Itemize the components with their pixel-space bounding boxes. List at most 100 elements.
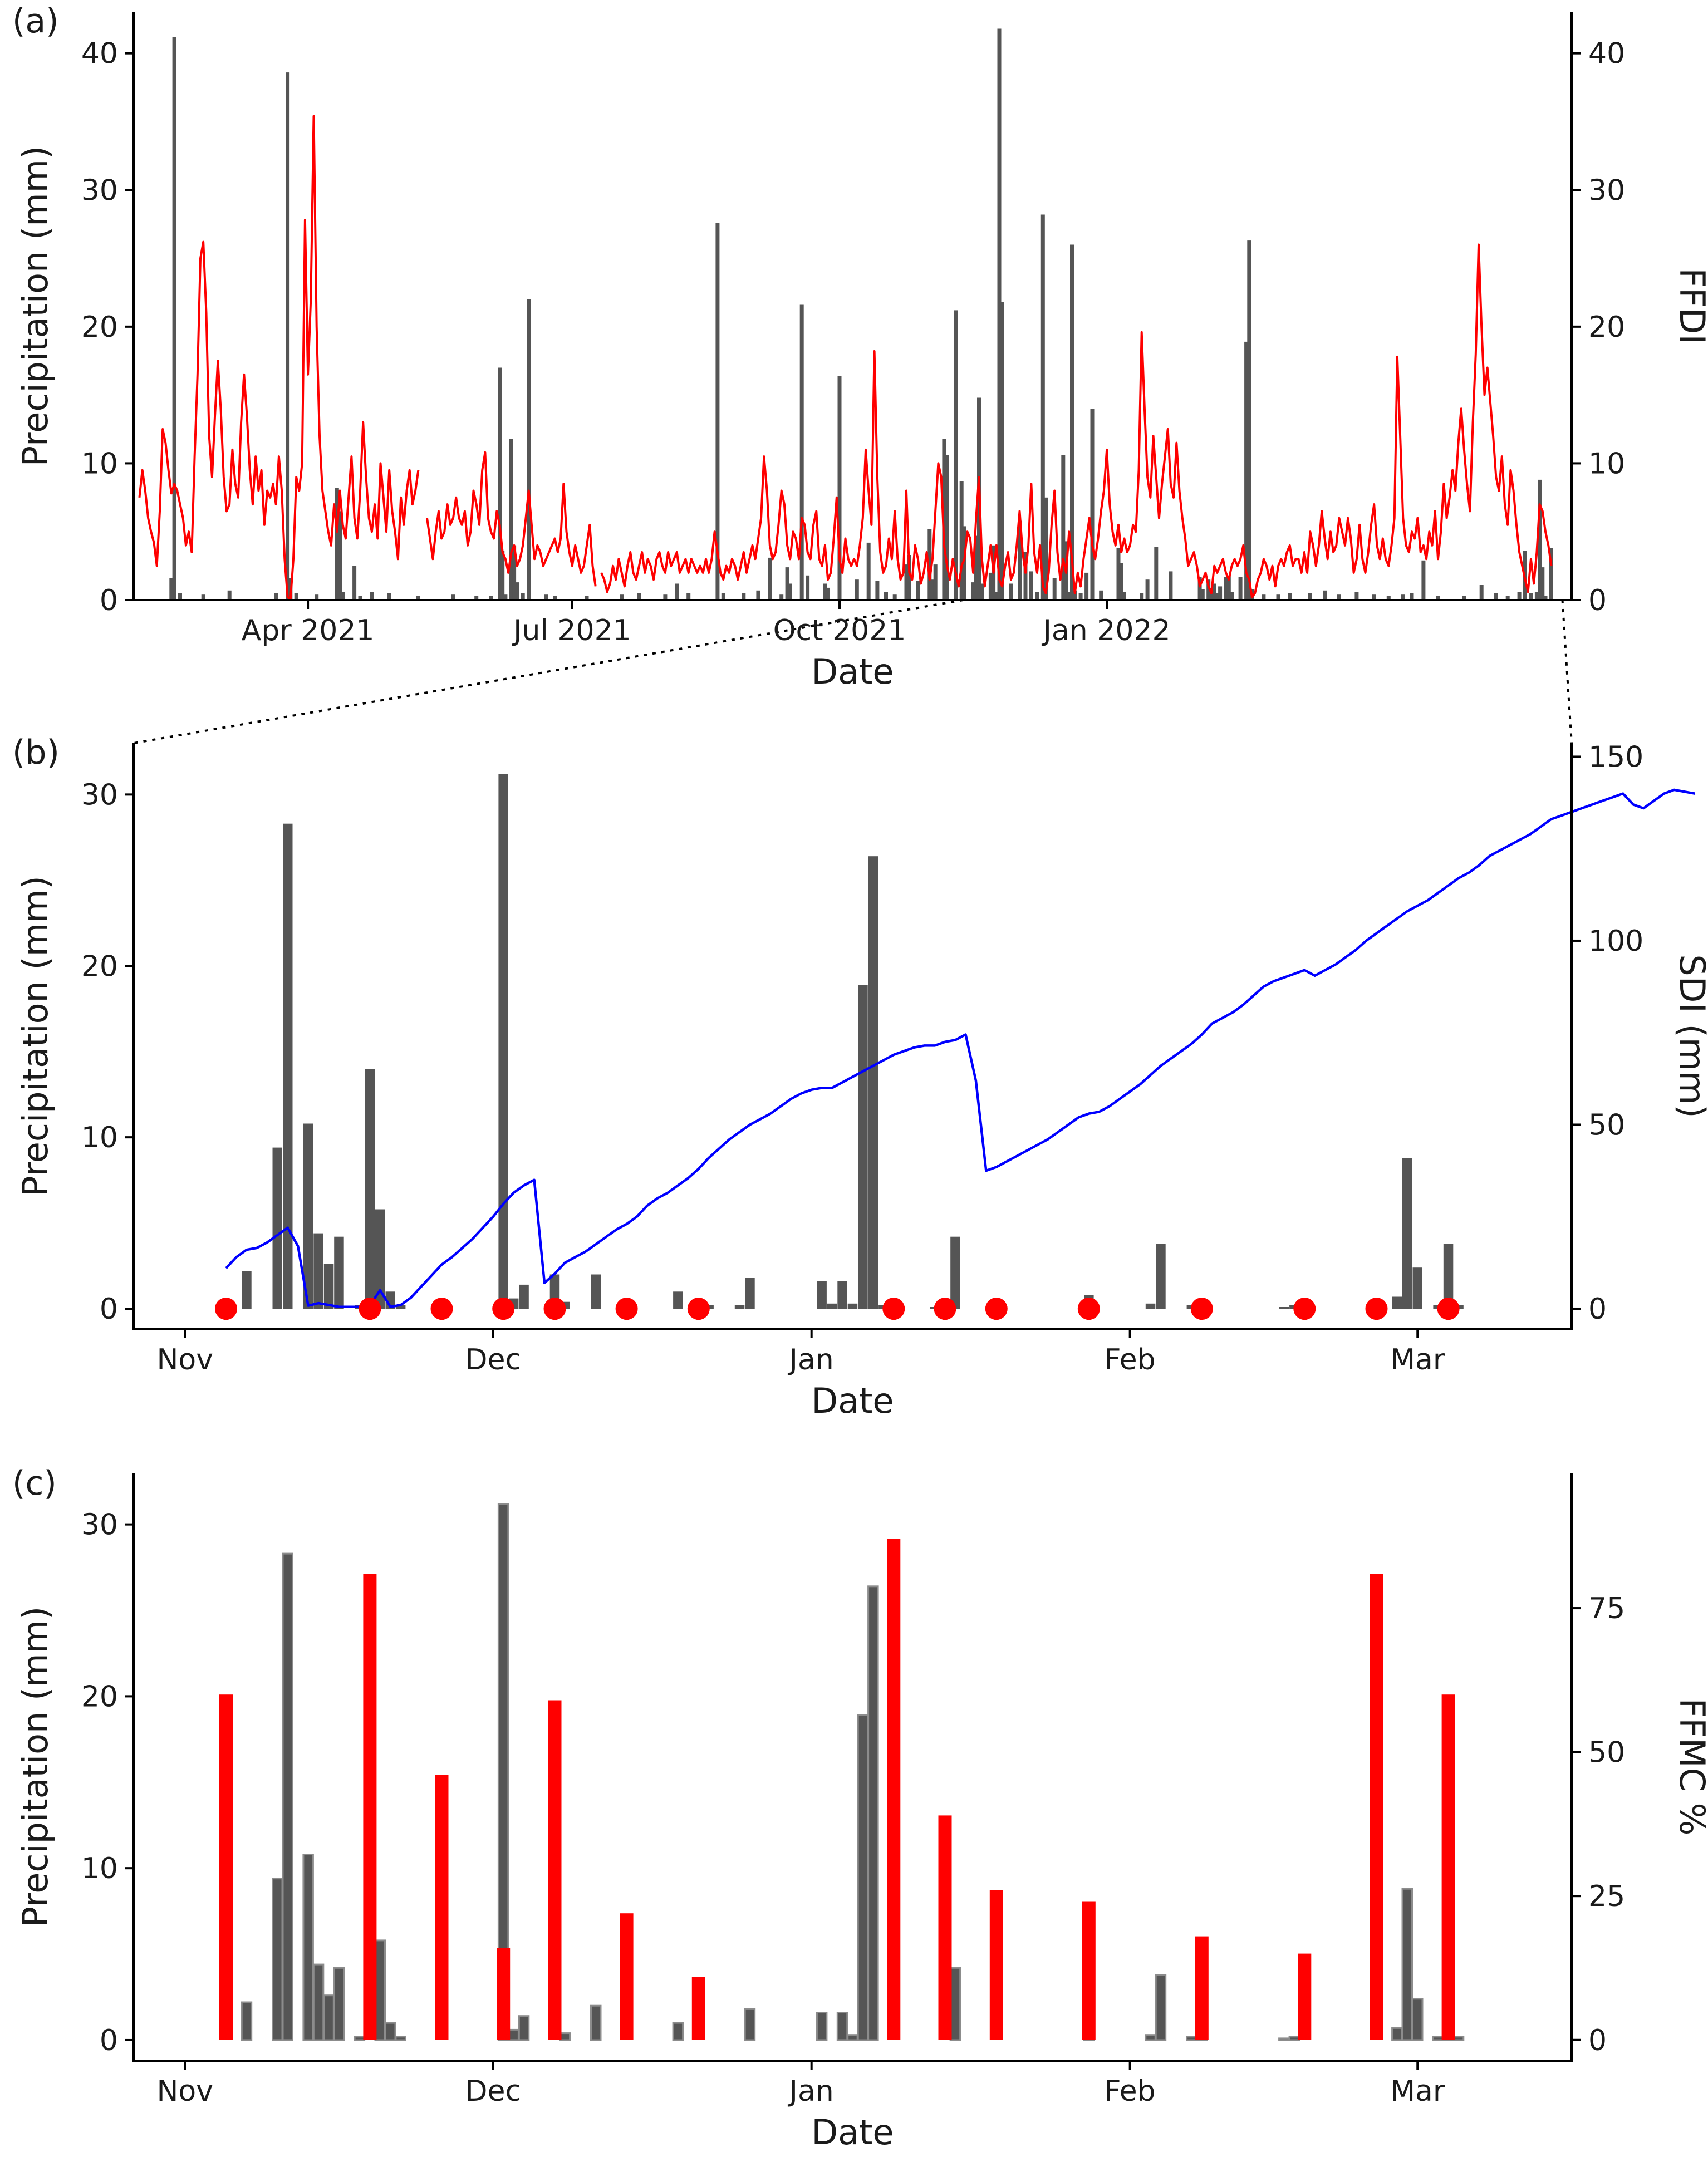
precip-bar [1226,575,1231,600]
precip-bar [1116,548,1121,600]
precip-bar [836,2012,848,2041]
x-tick-label: Mar [1390,1343,1445,1377]
precip-bar [949,1967,961,2041]
zoom-line-left [133,599,964,744]
precip-bar [1436,596,1440,600]
precip-bar [1432,2036,1444,2041]
y2-axis-title: FFMC % [1672,1698,1708,1836]
precip-bar [1540,567,1545,600]
precip-bar [672,2022,684,2041]
precip-bar [1401,1888,1413,2041]
precip-bar [1052,578,1057,600]
precip-bar [1169,571,1173,600]
y2-tick-label: 75 [1588,1592,1625,1625]
precip-bar [323,1994,335,2041]
y2-tick-label: 25 [1588,1880,1625,1913]
precip-bar [283,823,293,1309]
precip-bar [302,1854,314,2041]
precip-bar [1035,592,1039,600]
precip-bar [779,594,784,600]
precip-bar [1410,593,1414,600]
ffmc-bar [691,1977,705,2040]
precip-bar [374,1939,386,2041]
precip-bar [1122,592,1126,600]
precip-bar [675,583,679,600]
precip-bar [1029,571,1033,600]
precip-bar [241,2001,253,2041]
y2-tick-label: 0 [1588,1293,1607,1326]
precip-bar [303,1123,313,1309]
precip-bar [1061,455,1066,600]
precip-bar [847,2034,858,2041]
y-tick-label: 0 [100,584,118,617]
precip-bar [1230,592,1234,600]
ffdi-line [600,243,1553,599]
precip-bar [837,376,842,600]
precip-bar [1145,579,1150,600]
ffmc-bar [548,1700,562,2040]
precip-bar [489,596,493,600]
precip-bar [282,1552,293,2041]
precip-bar [341,592,345,600]
precip-bar [315,594,319,600]
precip-bar [1401,594,1405,600]
precip-bar [1155,1974,1167,2041]
precip-bar [272,1878,283,2041]
precip-bar [508,2028,519,2041]
ffmc-bar [219,1694,233,2040]
x-tick-label: Feb [1105,1343,1156,1377]
precip-bar [994,592,999,600]
precip-bar [1337,594,1341,600]
ffmc-bar [497,1948,511,2040]
precip-bar [663,594,668,600]
precip-bar [868,856,878,1309]
precip-bar [1084,572,1089,600]
precip-bar [875,581,880,600]
precip-bar [1224,577,1228,600]
burn-day-marker [1293,1298,1316,1320]
y-axis-title: Precipitation (mm) [15,146,56,466]
burn-day-marker [882,1298,905,1320]
ffmc-bar [620,1913,634,2040]
precip-bar [503,594,508,600]
y2-tick-label: 10 [1588,447,1625,480]
axes-frame [132,743,1573,1330]
precip-bar [1549,548,1553,600]
precip-bar [988,572,993,600]
precip-bar [933,564,938,600]
precip-bar [1067,592,1071,600]
precip-bar [1308,593,1312,600]
precip-bar [1288,2036,1300,2041]
precip-bar [686,593,691,600]
x-tick-label: Dec [465,2075,521,2108]
precip-bar [1040,214,1045,600]
precip-bar [335,488,339,600]
y-tick-label: 10 [81,1121,118,1154]
x-tick-label: Jan [788,1343,834,1377]
precip-bar [1517,592,1522,600]
precip-bar [1262,594,1266,600]
precip-bar [827,1303,837,1309]
precip-bar [1099,590,1103,600]
precip-bar [837,1281,847,1309]
burn-day-marker [215,1298,237,1320]
precip-bar [1044,497,1048,600]
precip-bar [855,579,859,600]
precip-bar [950,1236,960,1309]
burn-day-marker [492,1298,515,1320]
precip-bar [1070,244,1074,600]
precip-bar [1244,341,1249,600]
precip-bar [338,511,342,600]
precip-bar [521,593,525,600]
precip-bar [959,481,964,600]
precip-bar [1372,594,1376,600]
precip-bar [823,583,827,600]
x-tick-label: Jan 2022 [1042,614,1171,647]
precip-bar [518,2015,530,2041]
precip-bar [785,567,789,600]
precip-bar [352,566,357,600]
precip-bar [585,596,589,600]
ffmc-bar [887,1539,901,2040]
y2-axis-title: SDI (mm) [1672,954,1708,1118]
